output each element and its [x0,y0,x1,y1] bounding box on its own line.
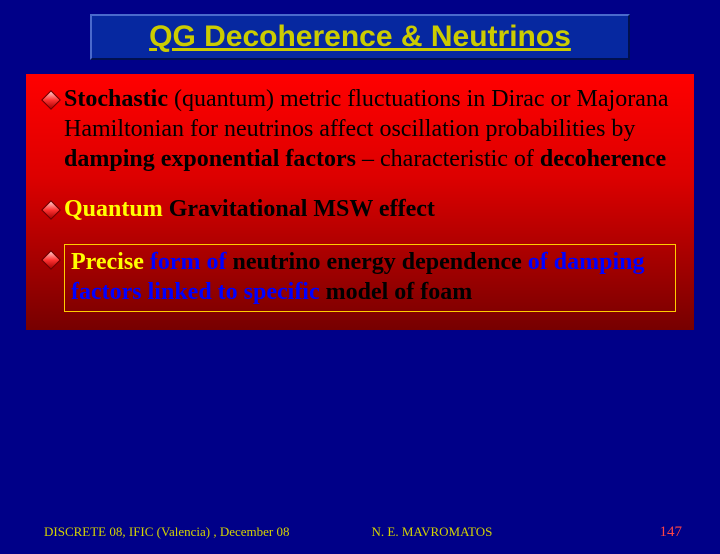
seg: – characteristic of [356,146,540,172]
bullet-1-text: Stochastic (quantum) metric fluctuations… [64,84,676,174]
diamond-icon [41,250,61,270]
bullet-2: Quantum Gravitational MSW effect [44,194,676,224]
footer-left: DISCRETE 08, IFIC (Valencia) , December … [44,524,290,540]
diamond-icon [41,90,61,110]
page-number: 147 [660,524,683,541]
seg: model of foam [326,279,473,305]
title-box: QG Decoherence & Neutrinos [90,14,630,60]
bullet-1: Stochastic (quantum) metric fluctuations… [44,84,676,174]
footer-center: N. E. MAVROMATOS [372,524,493,540]
seg: Gravitational MSW effect [163,196,435,222]
bullet-2-text: Quantum Gravitational MSW effect [64,194,435,224]
seg: Quantum [64,196,163,222]
footer: DISCRETE 08, IFIC (Valencia) , December … [0,524,720,540]
seg: neutrino energy dependence [232,249,521,275]
bullet-3: Precise form of neutrino energy dependen… [44,244,676,312]
seg: decoherence [540,146,666,172]
seg: form of [144,249,233,275]
diamond-icon [41,200,61,220]
seg: damping exponential factors [64,146,356,172]
slide-title: QG Decoherence & Neutrinos [149,20,571,53]
content-panel: Stochastic (quantum) metric fluctuations… [26,74,694,330]
seg: Stochastic [64,86,168,112]
seg: Precise [71,249,144,275]
bullet-3-text: Precise form of neutrino energy dependen… [64,244,676,312]
